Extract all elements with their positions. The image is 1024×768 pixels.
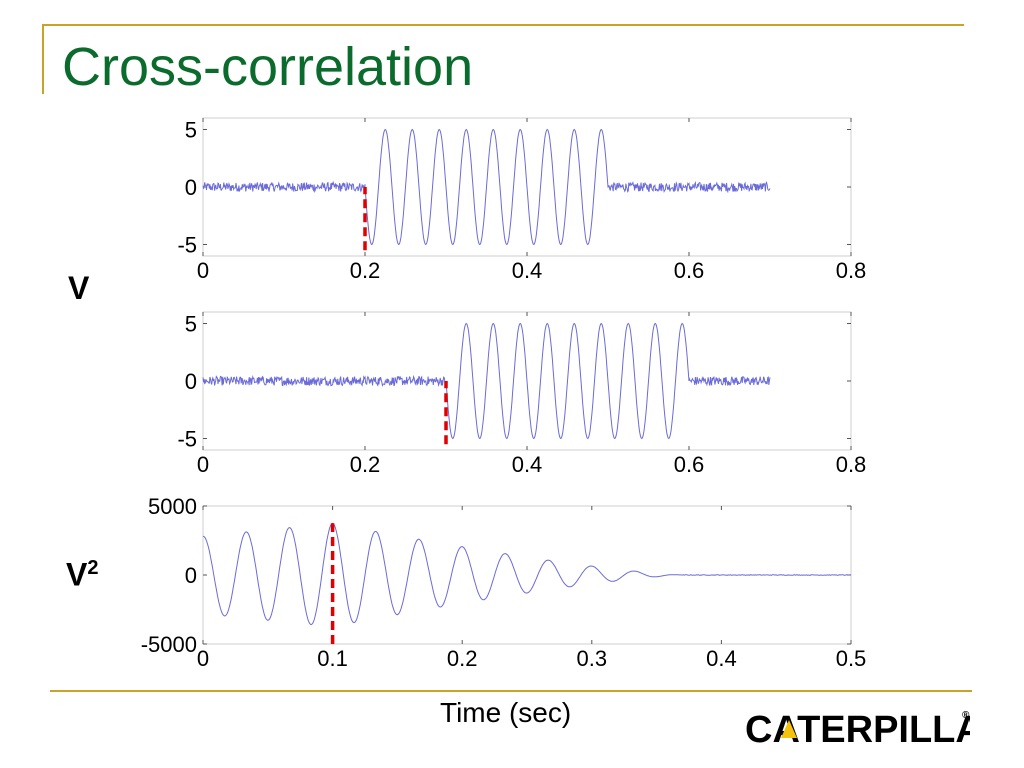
plot-2-xtick-label: 0.8: [836, 452, 867, 477]
title-frame-edge: [42, 24, 44, 94]
correlation-label-base: V: [66, 556, 88, 593]
plot-3-xtick-label: 0.2: [447, 646, 478, 671]
footer-rule: [50, 690, 972, 692]
logo-registered-mark: ®: [962, 710, 970, 721]
plot-1-signal-line: [202, 128, 771, 246]
plot-1-xtick-label: 0.6: [674, 258, 705, 283]
logo-wordmark: CATERPILLAR: [745, 709, 970, 748]
plot-3-xtick-label: 0.5: [836, 646, 867, 671]
plot-3-xtick-label: 0.3: [577, 646, 608, 671]
plot-1-ytick-label: -5: [177, 233, 197, 258]
plot-3-ytick-label: -5000: [141, 632, 197, 657]
plot-3-ytick-label: 5000: [148, 494, 197, 519]
plot-2-xtick-label: 0.6: [674, 452, 705, 477]
plot-3-ytick-label: 0: [185, 563, 197, 588]
correlation-label: V2: [66, 558, 98, 591]
plot-3-xtick-label: 0.4: [706, 646, 737, 671]
plot-3-xtick-label: 0: [197, 646, 209, 671]
caterpillar-logo: CATERPILLAR ®: [745, 709, 970, 748]
plot-1-xtick-label: 0.8: [836, 258, 867, 283]
title-frame-rule: [42, 24, 964, 26]
plot-1-xtick-label: 0.2: [350, 258, 381, 283]
plot-2-ytick-label: 5: [185, 312, 197, 337]
plot-2-ytick-label: 0: [185, 369, 197, 394]
plot-1-ytick-label: 5: [185, 118, 197, 143]
signal-label: V: [68, 270, 90, 306]
plot-1-ytick-label: 0: [185, 175, 197, 200]
plot-2-xtick-label: 0.2: [350, 452, 381, 477]
x-axis-label: Time (sec): [440, 697, 572, 728]
plot-2-ytick-label: -5: [177, 427, 197, 452]
correlation-label-exponent: 2: [87, 557, 99, 579]
plot-3-signal-line: [202, 522, 852, 626]
plot-1-xtick-label: 0: [197, 258, 209, 283]
logo-triangle-icon: [781, 720, 797, 738]
plot-2-xtick-label: 0: [197, 452, 209, 477]
plot-3-xtick-label: 0.1: [317, 646, 348, 671]
plot-2-signal-line: [202, 322, 771, 440]
plot-1-xtick-label: 0.4: [512, 258, 543, 283]
plot-2-xtick-label: 0.4: [512, 452, 543, 477]
slide-title: Cross-correlation: [62, 37, 474, 97]
